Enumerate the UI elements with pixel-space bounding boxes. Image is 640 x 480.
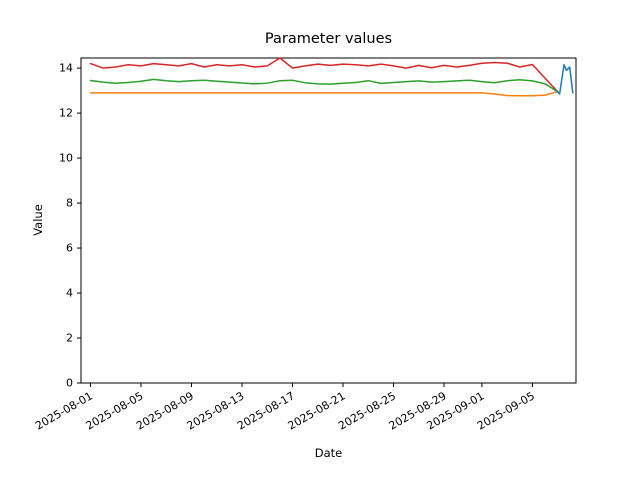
y-tick-label: 6 [66,242,73,255]
plot-border [80,57,577,384]
series-blue [555,63,574,95]
x-tick-label: 2025-09-05 [475,389,537,432]
x-axis-label: Date [314,446,343,460]
y-tick-label: 8 [66,197,73,210]
chart-title: Parameter values [264,31,393,47]
y-tick-label: 14 [59,62,73,75]
series-orange [89,90,559,97]
y-tick-label: 12 [59,107,73,120]
series-green [89,78,559,93]
y-tick-label: 0 [66,377,73,390]
y-tick-label: 4 [66,287,73,300]
y-tick-label: 10 [59,152,73,165]
series-red [89,57,559,93]
y-tick-label: 2 [66,332,73,345]
y-axis-label: Value [31,204,45,236]
